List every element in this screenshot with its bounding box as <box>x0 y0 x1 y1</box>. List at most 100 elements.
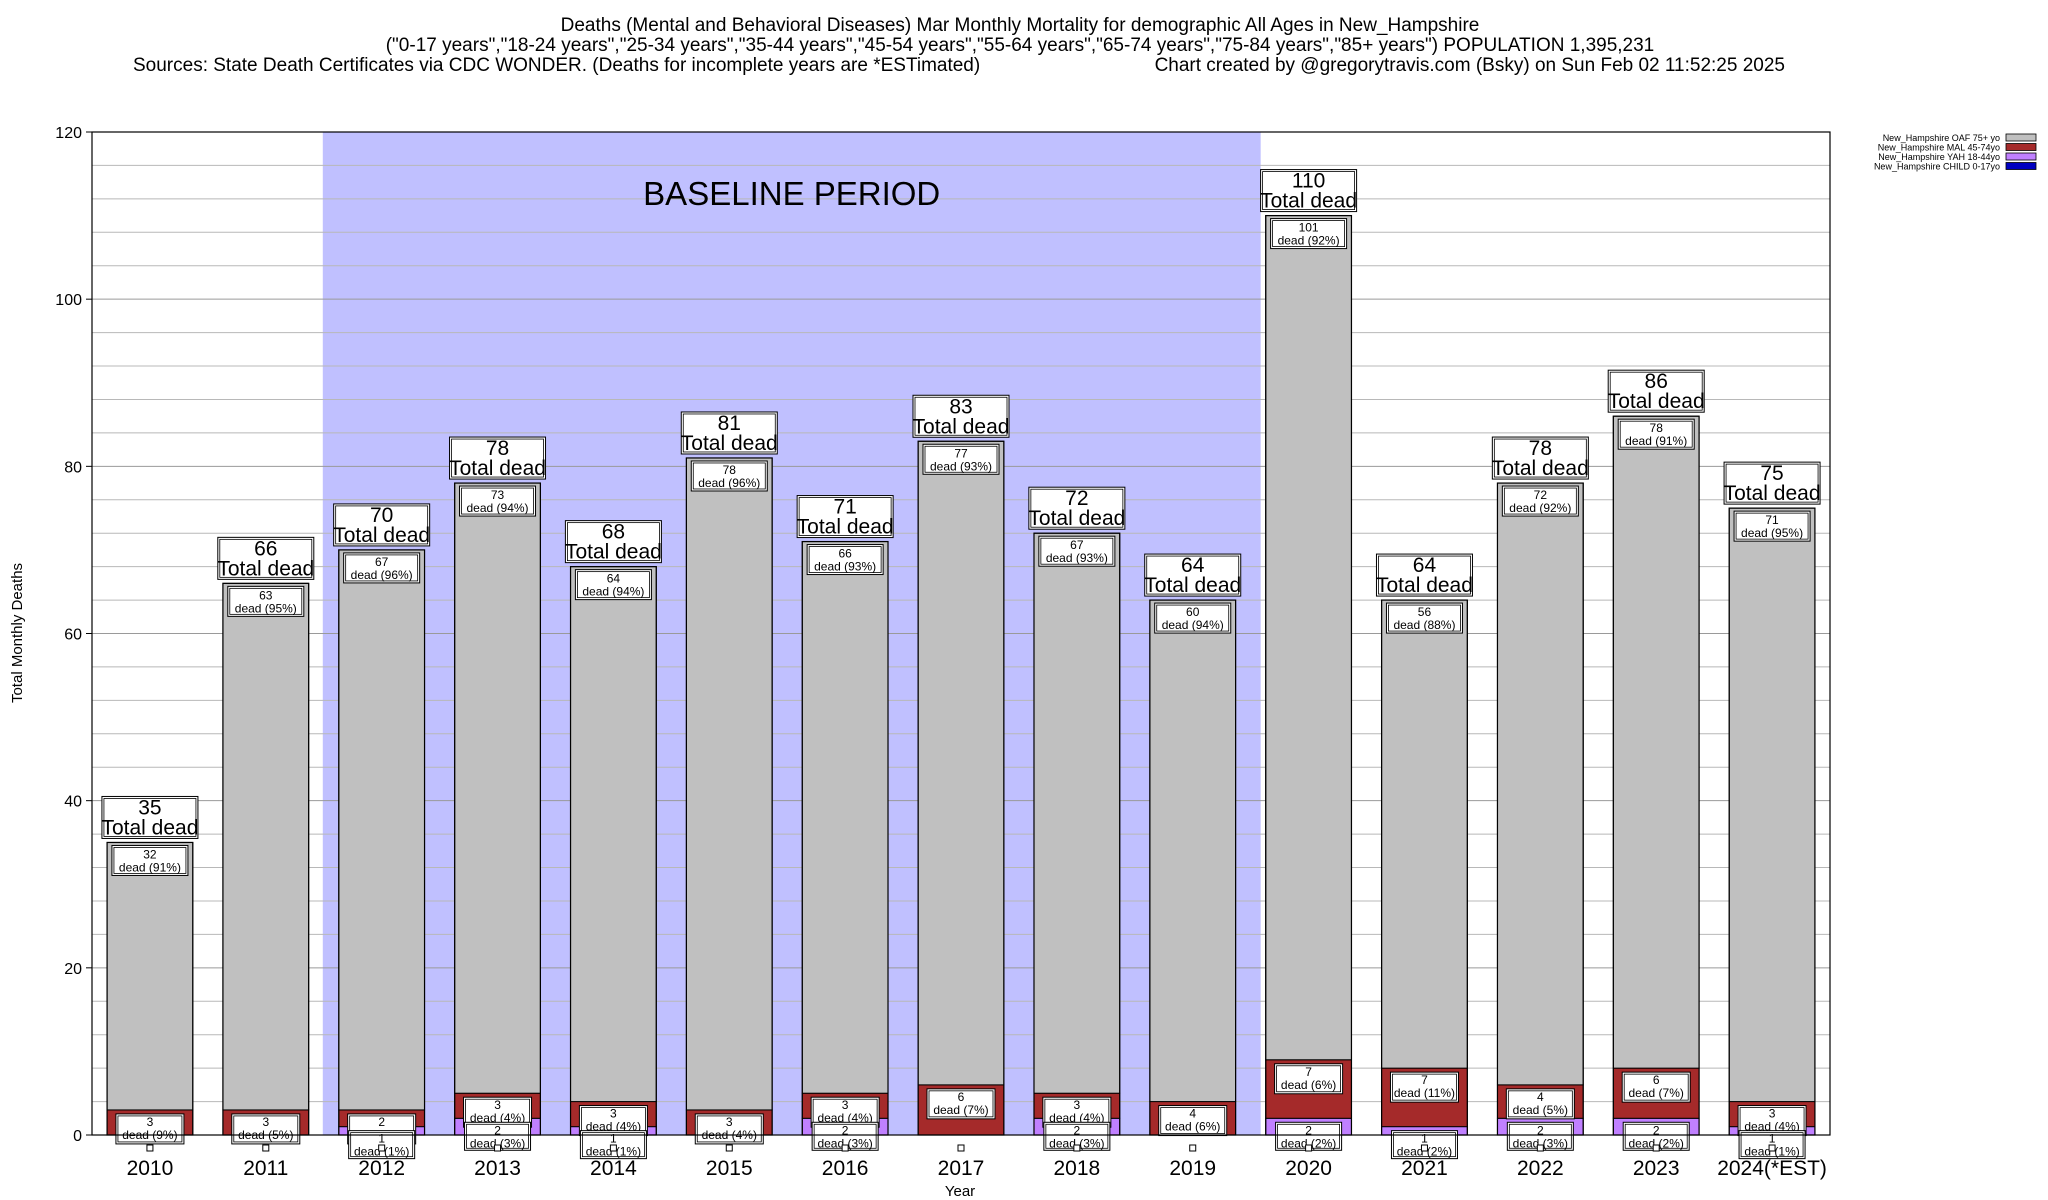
yah-label-box-inner <box>1740 1132 1804 1158</box>
total-value-label: 72 <box>1065 487 1088 510</box>
total-label-box <box>1028 486 1126 530</box>
yah-pct-label: dead (1%) <box>586 1145 641 1159</box>
total-dead-label: Total dead <box>101 816 198 839</box>
y-tick-label: 100 <box>55 292 82 309</box>
child-marker <box>1189 1144 1197 1152</box>
mal-label-box <box>115 1113 185 1145</box>
mal-value-label: 7 <box>1421 1073 1428 1087</box>
x-tick-label: 2022 <box>1517 1157 1564 1180</box>
oaf-label-box <box>1270 218 1348 250</box>
mal-label-box-inner <box>233 1115 299 1143</box>
total-value-label: 66 <box>254 537 277 560</box>
total-dead-label: Total dead <box>797 516 894 539</box>
mal-label-box <box>1389 1071 1459 1103</box>
total-label-box-inner <box>1030 488 1124 528</box>
mal-label-box-inner <box>696 1115 762 1143</box>
yah-pct-label: dead (2%) <box>1397 1145 1452 1159</box>
y-axis-label: Total Monthly Deaths <box>9 563 26 703</box>
total-dead-label: Total dead <box>1260 190 1357 213</box>
mal-label-box <box>694 1113 764 1145</box>
x-tick-label: 2021 <box>1401 1157 1448 1180</box>
total-dead-label: Total dead <box>1144 574 1241 597</box>
bar-segment-oaf <box>338 549 426 1111</box>
yah-value-label: 2 <box>842 1123 849 1137</box>
mal-pct-label: dead (4%) <box>470 1111 525 1125</box>
bar-segment-oaf <box>1033 532 1121 1094</box>
total-label-box-inner <box>1493 438 1587 478</box>
yah-value-label: 1 <box>1421 1132 1428 1146</box>
oaf-value-label: 71 <box>1765 513 1779 527</box>
yah-pct-label: dead (2%) <box>1629 1136 1684 1150</box>
child-marker <box>1536 1144 1544 1152</box>
total-label-box <box>1375 553 1473 597</box>
oaf-label-box <box>459 485 537 517</box>
total-label-box <box>1144 553 1242 597</box>
total-dead-label: Total dead <box>449 457 546 480</box>
mal-pct-label: dead (4%) <box>586 1120 641 1134</box>
oaf-label-box <box>1733 510 1811 542</box>
bar-segment-oaf <box>570 566 657 1103</box>
oaf-label-box <box>227 585 305 617</box>
oaf-label-box-inner <box>577 571 650 599</box>
oaf-pct-label: dead (96%) <box>351 568 413 582</box>
bar-segment-oaf <box>454 482 541 1094</box>
total-label-box-inner <box>1262 171 1355 210</box>
y-tick-label: 40 <box>64 794 82 811</box>
child-marker <box>1652 1144 1660 1152</box>
mal-pct-label: dead (7%) <box>933 1103 988 1117</box>
yah-pct-label: dead (3%) <box>470 1136 525 1150</box>
x-tick-label: 2013 <box>474 1157 521 1180</box>
y-tick-label: 0 <box>73 1128 82 1145</box>
mal-label-box <box>231 1113 301 1145</box>
mal-value-label: 4 <box>1189 1107 1196 1121</box>
mal-pct-label: dead (4%) <box>817 1111 872 1125</box>
yah-pct-label: dead (3%) <box>1513 1136 1568 1150</box>
child-marker <box>1420 1144 1428 1152</box>
oaf-label-box <box>806 544 884 576</box>
total-value-label: 83 <box>949 395 972 418</box>
mal-value-label: 4 <box>1537 1090 1544 1104</box>
total-value-label: 110 <box>1292 170 1325 193</box>
mal-value-label: 7 <box>1305 1065 1312 1079</box>
mal-label-box-inner <box>1160 1107 1226 1134</box>
bar-segment-oaf <box>685 457 773 1111</box>
oaf-pct-label: dead (88%) <box>1393 618 1455 632</box>
mal-label-box-inner <box>117 1115 183 1143</box>
child-marker <box>1073 1144 1081 1152</box>
oaf-value-label: 67 <box>1070 538 1084 552</box>
mal-value-label: 3 <box>610 1107 617 1121</box>
chart-sources: Sources: State Death Certificates via CD… <box>133 55 980 76</box>
oaf-pct-label: dead (92%) <box>1278 234 1340 248</box>
mal-label-box <box>1621 1071 1691 1103</box>
yah-value-label: 2 <box>1074 1123 1081 1137</box>
total-label-box-inner <box>219 538 313 578</box>
x-tick-label: 2020 <box>1285 1157 1332 1180</box>
chart-credit: Chart created by @gregorytravis.com (Bsk… <box>1155 55 1785 76</box>
oaf-label-box-inner <box>1272 220 1345 247</box>
mal-value-label: 3 <box>842 1098 849 1112</box>
oaf-label-box-inner <box>1503 487 1577 515</box>
oaf-label-box-inner <box>229 587 303 615</box>
x-tick-label: 2012 <box>358 1157 405 1180</box>
yah-label-box-inner <box>1393 1132 1456 1158</box>
oaf-pct-label: dead (95%) <box>235 601 297 615</box>
yah-pct-label: dead (3%) <box>817 1136 872 1150</box>
yah-pct-label: dead (1%) <box>354 1145 409 1159</box>
mal-label-box-inner <box>1392 1073 1457 1101</box>
total-label-box-inner <box>451 438 544 478</box>
child-marker <box>1768 1144 1776 1152</box>
oaf-label-box-inner <box>1619 420 1693 448</box>
yah-pct-label: dead (3%) <box>1049 1136 1104 1150</box>
bar-segment-oaf <box>1612 415 1700 1069</box>
total-label-box <box>680 411 778 455</box>
total-dead-label: Total dead <box>681 432 778 455</box>
total-label-box-inner <box>1146 555 1240 595</box>
child-marker <box>957 1144 965 1152</box>
oaf-label-box-inner <box>461 487 534 515</box>
mal-value-label: 3 <box>147 1115 154 1129</box>
total-label-box <box>1491 436 1589 480</box>
legend-entry-label: New_Hampshire MAL 45-74yo <box>1878 143 2000 153</box>
total-label-box <box>1260 169 1358 213</box>
yah-value-label: 2 <box>494 1123 501 1137</box>
